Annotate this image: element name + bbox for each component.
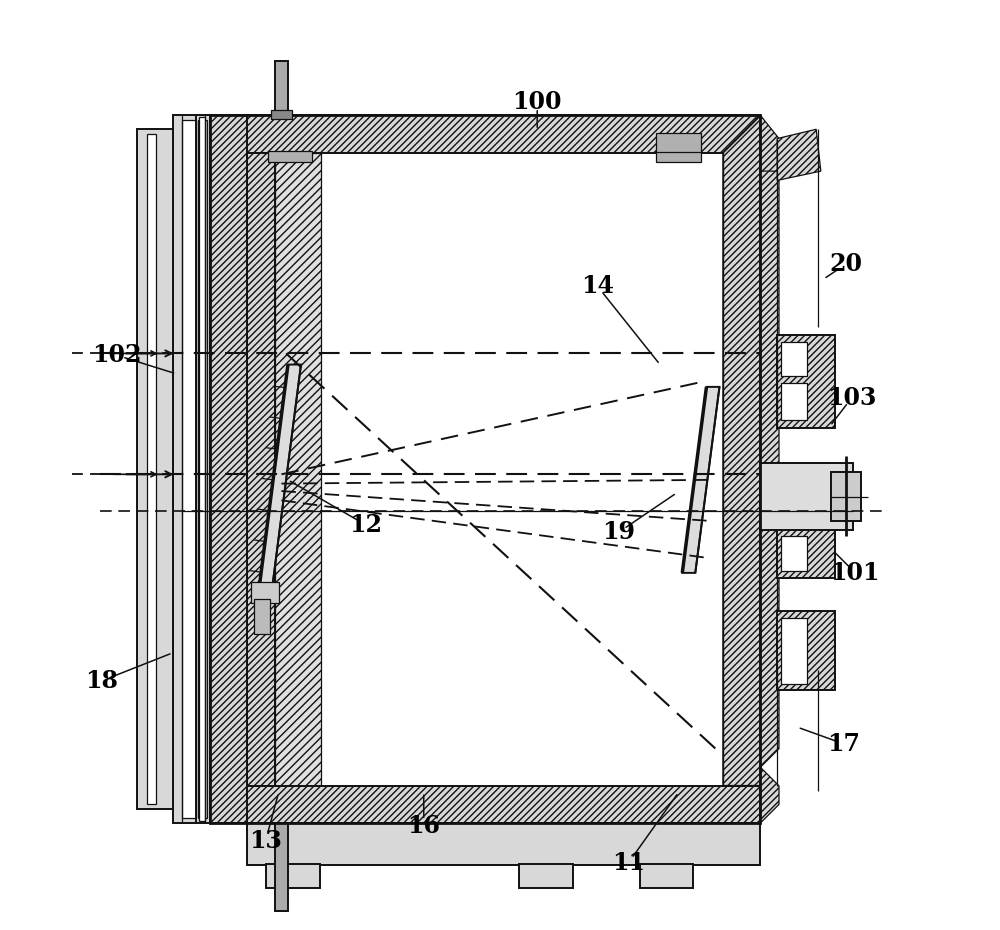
Text: 103: 103 xyxy=(827,386,876,410)
Text: 19: 19 xyxy=(603,520,636,544)
Bar xyxy=(656,133,701,152)
Bar xyxy=(247,823,760,865)
Text: 20: 20 xyxy=(829,252,862,276)
Text: 12: 12 xyxy=(349,512,382,537)
Bar xyxy=(275,61,288,115)
Bar xyxy=(777,611,835,690)
Text: 102: 102 xyxy=(92,343,142,367)
Polygon shape xyxy=(258,365,301,595)
Bar xyxy=(781,342,807,376)
Text: 14: 14 xyxy=(581,274,614,299)
Bar xyxy=(781,536,807,571)
Polygon shape xyxy=(682,387,719,573)
Bar xyxy=(271,110,292,119)
Bar xyxy=(640,864,693,888)
Text: 18: 18 xyxy=(85,669,118,693)
Bar xyxy=(137,129,173,809)
Bar xyxy=(210,115,760,823)
Polygon shape xyxy=(760,115,779,180)
Bar xyxy=(251,582,279,603)
Bar xyxy=(254,599,270,634)
Bar xyxy=(147,134,156,804)
Polygon shape xyxy=(760,171,779,767)
Bar xyxy=(275,823,288,911)
Polygon shape xyxy=(210,115,247,823)
Bar xyxy=(656,151,701,162)
Bar xyxy=(760,463,853,530)
Text: 13: 13 xyxy=(249,829,282,853)
Bar xyxy=(831,472,861,521)
Polygon shape xyxy=(210,115,760,153)
Bar xyxy=(199,117,205,821)
Bar xyxy=(198,120,207,818)
Bar xyxy=(247,153,723,786)
Polygon shape xyxy=(247,153,275,786)
Text: 101: 101 xyxy=(831,561,880,585)
Bar xyxy=(268,151,312,162)
Bar xyxy=(781,383,807,420)
Polygon shape xyxy=(210,786,760,823)
Bar xyxy=(777,485,835,578)
Text: 16: 16 xyxy=(407,814,440,838)
Polygon shape xyxy=(777,129,821,180)
Bar xyxy=(173,115,210,823)
Bar xyxy=(519,864,573,888)
Polygon shape xyxy=(723,115,760,786)
Text: 17: 17 xyxy=(828,732,861,756)
Text: 100: 100 xyxy=(512,90,562,114)
Polygon shape xyxy=(275,153,321,786)
Text: 11: 11 xyxy=(612,851,645,875)
Bar xyxy=(777,335,835,428)
Bar xyxy=(781,493,807,528)
Bar xyxy=(781,618,807,684)
Polygon shape xyxy=(760,767,779,823)
Bar xyxy=(182,120,196,818)
Bar xyxy=(266,864,320,888)
